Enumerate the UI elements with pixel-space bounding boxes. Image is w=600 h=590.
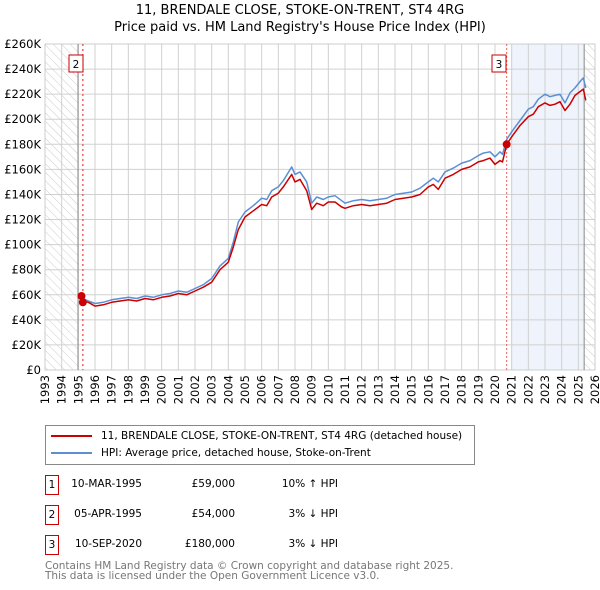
x-tick-label: 2015 bbox=[405, 375, 419, 404]
x-tick-label: 2010 bbox=[321, 375, 335, 404]
x-tick-label: 2012 bbox=[355, 375, 369, 404]
annotation-box bbox=[68, 54, 84, 73]
x-tick-label: 2005 bbox=[238, 375, 252, 404]
transaction-date: 10-SEP-2020 bbox=[74, 538, 142, 550]
x-tick-label: 2022 bbox=[521, 375, 535, 404]
x-tick-label: 2013 bbox=[371, 375, 385, 404]
x-tick-label: 2004 bbox=[221, 375, 235, 404]
x-tick-label: 2009 bbox=[305, 375, 319, 404]
shaded-region bbox=[511, 44, 585, 370]
x-tick-label: 2019 bbox=[471, 375, 485, 404]
y-tick-label: £160K bbox=[4, 162, 41, 176]
y-tick-label: £0 bbox=[26, 363, 41, 377]
hatched-region bbox=[584, 44, 595, 370]
x-tick-label: 2003 bbox=[205, 375, 219, 404]
transaction-date: 10-MAR-1995 bbox=[71, 478, 142, 490]
plot-border bbox=[44, 43, 596, 371]
transaction-hpi: 3% ↓ HPI bbox=[288, 508, 338, 520]
footer-copyright: Contains HM Land Registry data © Crown c… bbox=[45, 560, 454, 572]
x-tick-label: 2025 bbox=[571, 375, 585, 404]
y-tick-label: £120K bbox=[4, 213, 41, 227]
x-tick-label: 2014 bbox=[388, 375, 402, 404]
y-tick-label: £140K bbox=[4, 187, 41, 201]
annotation-label: 2 bbox=[73, 59, 80, 71]
property-price-line bbox=[80, 88, 587, 307]
legend-swatch-blue bbox=[51, 452, 92, 454]
transaction-price: £54,000 bbox=[191, 508, 235, 520]
x-tick-label: 1994 bbox=[55, 375, 69, 404]
x-tick-label: 2016 bbox=[421, 375, 435, 404]
x-tick-label: 2002 bbox=[188, 375, 202, 404]
transaction-price: £180,000 bbox=[184, 538, 235, 550]
x-tick-label: 2021 bbox=[505, 375, 519, 404]
x-tick-label: 2026 bbox=[588, 375, 600, 404]
plot-area bbox=[45, 44, 595, 370]
y-tick-label: £100K bbox=[4, 238, 41, 252]
sale-point bbox=[77, 292, 86, 301]
y-tick-label: £200K bbox=[4, 112, 41, 126]
legend-label: 11, BRENDALE CLOSE, STOKE-ON-TRENT, ST4 … bbox=[101, 430, 463, 442]
x-tick-label: 1996 bbox=[88, 375, 102, 404]
x-tick-label: 2006 bbox=[255, 375, 269, 404]
x-tick-label: 2011 bbox=[338, 375, 352, 404]
footer: Contains HM Land Registry data © Crown c… bbox=[45, 560, 454, 582]
x-tick-label: 2018 bbox=[455, 375, 469, 404]
chart-title: 11, BRENDALE CLOSE, STOKE-ON-TRENT, ST4 … bbox=[0, 2, 600, 36]
x-tick-label: 2000 bbox=[155, 375, 169, 404]
sale-point bbox=[502, 140, 511, 149]
transaction-date: 05-APR-1995 bbox=[74, 508, 142, 520]
legend-swatch-red bbox=[51, 435, 92, 437]
x-tick-label: 2007 bbox=[271, 375, 285, 404]
y-tick-label: £240K bbox=[4, 62, 41, 76]
x-tick-label: 2023 bbox=[538, 375, 552, 404]
x-tick-label: 1997 bbox=[105, 375, 119, 404]
price-chart: 1993 1994 1995 1996 1997 1998 1999 2000 2001 2002… bbox=[4, 37, 600, 404]
x-tick-label: 1995 bbox=[71, 375, 85, 404]
transaction-number: 1 bbox=[45, 475, 59, 495]
x-tick-label: 1993 bbox=[38, 375, 52, 404]
y-tick-label: £180K bbox=[4, 137, 41, 151]
transaction-price: £59,000 bbox=[191, 478, 235, 490]
y-tick-label: £40K bbox=[12, 313, 42, 327]
x-tick-label: 1999 bbox=[138, 375, 152, 404]
transaction-hpi: 3% ↓ HPI bbox=[288, 538, 338, 550]
legend: 11, BRENDALE CLOSE, STOKE-ON-TRENT, ST4 … bbox=[45, 425, 475, 465]
footer-licence: This data is licensed under the Open Gov… bbox=[45, 570, 380, 582]
transaction-number: 3 bbox=[45, 535, 59, 555]
y-tick-label: £20K bbox=[12, 338, 42, 352]
title-line: 11, BRENDALE CLOSE, STOKE-ON-TRENT, ST4 … bbox=[135, 3, 465, 18]
legend-label: HPI: Average price, detached house, Stok… bbox=[101, 447, 371, 459]
x-tick-label: 2024 bbox=[555, 375, 569, 404]
transaction-number: 2 bbox=[45, 505, 59, 525]
y-tick-label: £80K bbox=[12, 263, 42, 277]
y-tick-label: £220K bbox=[4, 87, 41, 101]
x-tick-label: 1998 bbox=[121, 375, 135, 404]
x-tick-label: 2001 bbox=[171, 375, 185, 404]
transaction-hpi: 10% ↑ HPI bbox=[281, 478, 338, 490]
y-tick-label: £260K bbox=[4, 37, 41, 51]
x-tick-label: 2008 bbox=[288, 375, 302, 404]
x-tick-label: 2020 bbox=[488, 375, 502, 404]
annotation-box bbox=[491, 54, 507, 73]
annotation-label: 3 bbox=[496, 59, 503, 71]
y-tick-label: £60K bbox=[12, 288, 42, 302]
x-tick-label: 2017 bbox=[438, 375, 452, 404]
sale-point bbox=[78, 298, 87, 307]
subtitle-line: Price paid vs. HM Land Registry's House … bbox=[114, 20, 486, 35]
hpi-line bbox=[79, 77, 587, 305]
